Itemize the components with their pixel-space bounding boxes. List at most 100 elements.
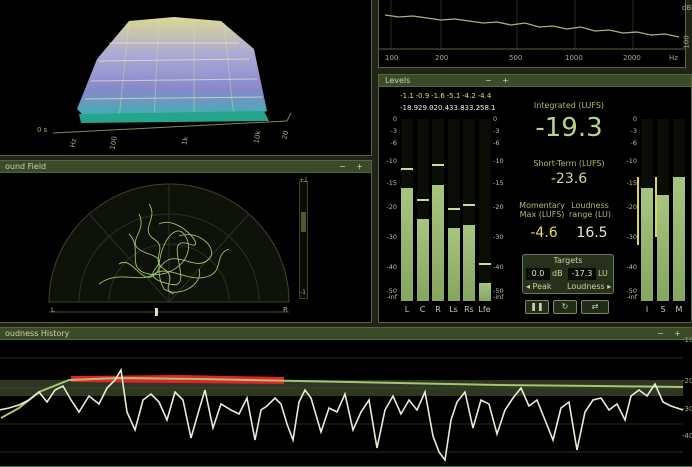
- level-scale-left: -6: [390, 139, 397, 147]
- isum-meter: [641, 119, 653, 301]
- level-scale-left: 0: [392, 115, 397, 123]
- levels-panel: Levels − + 0 0 0 -3 -3 -3 -6 -6 -6 -10 -10 -10 -15 -1…: [378, 74, 692, 323]
- freq-label-hz: Hz: [68, 137, 79, 149]
- channel-meter-fill: [401, 188, 413, 301]
- channel-peak-marker: [447, 208, 460, 210]
- freq-label-1k: 1k: [180, 136, 190, 146]
- isum-scale: -6: [630, 139, 637, 147]
- sound-field-controls[interactable]: − +: [339, 162, 367, 171]
- rms-value: -33.2: [462, 104, 481, 112]
- targets-title: Targets: [553, 256, 583, 265]
- channel-meter: [401, 119, 413, 301]
- isum-scale: -50: [626, 287, 637, 295]
- isum-meter-fill: [657, 195, 669, 301]
- history-scale-10: -10: [682, 336, 692, 344]
- sound-field-plot: [48, 183, 290, 316]
- isum-meter-fill: [673, 177, 685, 301]
- channel-label: Ls: [449, 305, 458, 314]
- sound-field-left-label: L: [51, 306, 55, 314]
- targets-box: Targets 0.0 dB -17.3 LU ◂ Peak Loudness …: [522, 254, 614, 294]
- level-scale-left: -inf: [386, 293, 397, 301]
- time-axis-label: 0 s: [37, 126, 48, 134]
- level-scale-right: 0: [493, 115, 498, 123]
- loudness-history-header: oudness History − +: [0, 328, 692, 340]
- level-scale-right: -10: [493, 157, 504, 165]
- spectrum-freq-500: 500: [509, 54, 523, 62]
- short-term-value: -23.6: [550, 171, 588, 187]
- target-peak-field[interactable]: 0.0: [526, 268, 550, 280]
- swap-button[interactable]: ⇄: [581, 300, 609, 314]
- isum-scale: -30: [626, 233, 637, 241]
- levels-title: Levels: [385, 76, 411, 85]
- pause-button[interactable]: ❚❚: [525, 300, 549, 314]
- isum-scale: -15: [626, 179, 637, 187]
- isum-scale: -inf: [626, 293, 637, 301]
- level-scale-left: -15: [386, 179, 397, 187]
- levels-meters: 0 0 0 -3 -3 -3 -6 -6 -6 -10 -10 -10 -15 -15 -15 -20 -20 -…: [379, 75, 691, 322]
- sound-field-scale-bottom: -1: [300, 289, 306, 296]
- channel-peak-marker: [401, 167, 413, 170]
- level-scale-right: -20: [493, 203, 504, 211]
- rms-value: -20.4: [431, 104, 450, 112]
- isum-label: I: [645, 305, 649, 314]
- history-scale-40: -40: [682, 432, 692, 440]
- level-scale-right: -30: [493, 233, 504, 241]
- channel-label: Lfe: [478, 305, 491, 314]
- channel-peak-marker: [478, 262, 491, 265]
- sound-field-header: ound Field − +: [0, 161, 371, 173]
- rms-value: -29.0: [415, 104, 434, 112]
- level-scale-left: -10: [386, 157, 397, 165]
- level-scale-left: -40: [386, 263, 397, 271]
- channel-label: R: [435, 305, 441, 314]
- reset-button[interactable]: ↻: [553, 300, 577, 314]
- spectrogram-3d: [52, 17, 292, 134]
- target-loudness-field[interactable]: -17.3: [568, 268, 596, 280]
- isum-meter: [657, 119, 669, 301]
- channel-meter: [432, 119, 444, 301]
- channel-meter: [478, 119, 491, 301]
- spectrum-curve: [379, 0, 685, 50]
- loudness-target-button[interactable]: Loudness ▸: [567, 282, 612, 291]
- isum-scale: -20: [626, 203, 637, 211]
- channel-label: C: [419, 305, 426, 314]
- spectrum-panel: 100 200 500 1000 2000 Hz: [378, 0, 686, 68]
- peak-value: -4.2: [462, 92, 476, 100]
- channel-meter-fill: [478, 282, 491, 301]
- rms-value: -58.1: [477, 104, 496, 112]
- momentary-value: -4.6: [530, 225, 558, 241]
- loudness-range-value: 16.5: [576, 225, 608, 241]
- peak-value: -1.6: [431, 92, 445, 100]
- sound-field-scale-top: +1: [299, 177, 308, 184]
- freq-label-20: 20: [280, 129, 291, 141]
- history-scale-30: -30: [682, 405, 692, 413]
- isum-label: S: [660, 305, 666, 314]
- channel-peak-marker: [432, 164, 444, 167]
- level-scale-left: -50: [386, 287, 397, 295]
- level-scale-right: -3: [493, 127, 500, 135]
- isum-meter-fill: [641, 188, 653, 301]
- level-scale-left: -20: [386, 203, 397, 211]
- level-scale-right: -50: [493, 287, 504, 295]
- channel-meter: [416, 119, 429, 301]
- isum-scale: 0: [632, 115, 637, 123]
- level-scale-left: -30: [386, 233, 397, 241]
- spectrogram-panel: 0 s Hz 100 1k 10k 20: [0, 0, 372, 156]
- channel-label: L: [404, 305, 410, 314]
- loudness-range-label: Loudness range (LU): [569, 201, 611, 219]
- loudness-history-controls[interactable]: − +: [657, 329, 685, 338]
- levels-header: Levels − +: [379, 75, 691, 87]
- history-scale-20: -20: [682, 377, 692, 385]
- isum-yellow-marker: [655, 177, 657, 237]
- peak-target-button[interactable]: ◂ Peak: [526, 282, 552, 291]
- channel-meter-fill: [416, 219, 429, 301]
- spectrum-freq-100: 100: [385, 54, 399, 62]
- integrated-value: -19.3: [535, 113, 603, 143]
- level-scale-right: -15: [493, 179, 504, 187]
- target-peak-unit: dB: [552, 269, 563, 278]
- levels-controls[interactable]: − +: [485, 76, 513, 85]
- reset-icon: ↻: [561, 302, 569, 311]
- momentary-label: Momentary Max (LUFS): [519, 201, 565, 219]
- sound-field-title: ound Field: [5, 162, 47, 171]
- swap-arrows-icon: ⇄: [591, 302, 599, 311]
- isum-scale: -3: [630, 127, 637, 135]
